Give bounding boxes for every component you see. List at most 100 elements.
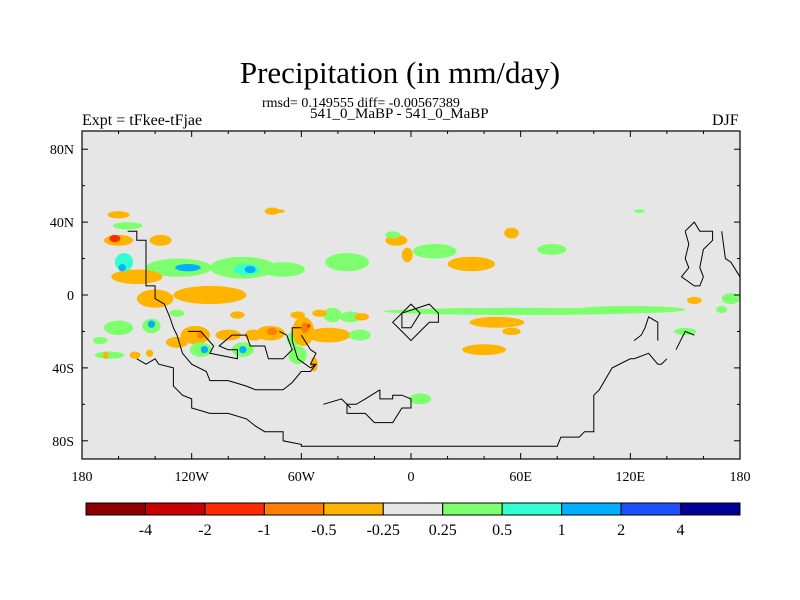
anomaly-region xyxy=(469,316,525,328)
anomaly-region xyxy=(325,253,369,272)
anomaly-region xyxy=(175,264,201,272)
continent-outline xyxy=(721,231,741,278)
anomaly-region xyxy=(401,247,413,263)
colorbar-label: 0.25 xyxy=(429,522,457,539)
anomaly-region xyxy=(244,329,263,341)
stats-label: rmsd= 0.149555 diff= -0.00567389 xyxy=(262,96,460,111)
anomaly-region xyxy=(230,311,245,319)
anomaly-regions xyxy=(92,207,740,405)
anomaly-region xyxy=(354,313,369,321)
colorbar-label: 0.5 xyxy=(492,522,512,539)
continent-outline xyxy=(188,330,293,360)
anomaly-region xyxy=(301,322,309,334)
anomaly-region xyxy=(118,264,126,272)
anomaly-region xyxy=(502,327,521,336)
anomaly-region xyxy=(180,325,210,345)
colorbar-swatch xyxy=(144,502,206,516)
anomaly-region xyxy=(145,349,154,357)
experiment-label: Expt = tFkee-tFjae xyxy=(82,112,203,129)
anomaly-region xyxy=(504,227,519,239)
anomaly-region xyxy=(290,311,305,319)
continent-outlines xyxy=(127,221,741,447)
anomaly-region xyxy=(107,211,130,219)
anomaly-region xyxy=(306,324,311,328)
colorbar-label: -2 xyxy=(198,522,211,539)
x-tick-label: 180 xyxy=(72,470,93,485)
anomaly-region xyxy=(113,222,143,230)
anomaly-region xyxy=(109,234,121,243)
anomaly-region xyxy=(244,265,256,274)
anomaly-region xyxy=(111,269,163,285)
continent-outline xyxy=(675,330,695,350)
colorbar-swatch xyxy=(323,502,384,516)
anomaly-region xyxy=(306,327,351,343)
y-tick-label: 40S xyxy=(52,362,74,377)
colorbar-label: 2 xyxy=(617,522,625,539)
continent-outline xyxy=(291,327,317,369)
colorbar-swatch xyxy=(204,502,265,516)
anomaly-region xyxy=(288,346,307,365)
continent-outline xyxy=(391,303,439,342)
colorbar-swatch xyxy=(382,502,444,516)
colorbar-swatch xyxy=(85,502,146,516)
anomaly-region xyxy=(264,207,280,215)
anomaly-region xyxy=(147,320,156,328)
y-tick-label: 80S xyxy=(52,435,74,450)
anomaly-region xyxy=(447,256,496,272)
anomaly-region xyxy=(409,393,432,405)
anomaly-region xyxy=(261,262,305,277)
continent-outline xyxy=(346,389,412,424)
continent-outline xyxy=(633,316,659,341)
colorbar-label: 1 xyxy=(558,522,566,539)
anomaly-region xyxy=(103,351,109,359)
anomaly-region xyxy=(633,209,645,213)
colorbar-swatch xyxy=(263,502,325,516)
anomaly-region xyxy=(339,311,362,323)
anomaly-region xyxy=(173,285,247,305)
colorbar-swatch xyxy=(501,502,563,516)
colorbar-swatch xyxy=(680,502,741,516)
continent-outline xyxy=(136,352,668,447)
anomaly-region xyxy=(169,309,185,317)
continent-outline xyxy=(323,398,352,409)
anomaly-region xyxy=(412,243,457,259)
anomaly-region xyxy=(348,329,371,341)
x-tick-label: 60W xyxy=(288,470,316,485)
y-tick-label: 0 xyxy=(67,289,74,304)
continent-outline xyxy=(680,221,714,287)
anomaly-region xyxy=(716,305,728,314)
anomaly-region xyxy=(197,331,205,339)
anomaly-region xyxy=(166,336,189,348)
colorbar-swatch xyxy=(561,502,622,516)
x-tick-label: 120W xyxy=(175,470,210,485)
season-label: DJF xyxy=(712,112,739,129)
y-axis: 80N 40N 0 40S 80S xyxy=(50,143,740,450)
anomaly-region xyxy=(323,307,342,323)
anomaly-region xyxy=(312,309,327,317)
anomaly-region xyxy=(385,231,401,239)
anomaly-region xyxy=(239,346,247,354)
anomaly-region xyxy=(575,305,686,314)
anomaly-region xyxy=(149,234,172,246)
colorbar-swatch xyxy=(442,502,503,516)
chart-title: Precipitation (in mm/day) xyxy=(239,55,561,90)
anomaly-region xyxy=(686,296,702,305)
anomaly-region xyxy=(537,243,567,255)
y-tick-label: 80N xyxy=(50,143,74,158)
colorbar-label: -0.5 xyxy=(311,522,336,539)
colorbar-label: 4 xyxy=(677,522,685,539)
anomaly-region xyxy=(721,293,740,305)
anomaly-region xyxy=(462,344,507,356)
continent-outline xyxy=(127,230,318,391)
x-tick-label: 180 xyxy=(730,470,751,485)
colorbar-swatch xyxy=(620,502,682,516)
colorbar-label: -0.25 xyxy=(367,522,400,539)
y-tick-label: 40N xyxy=(50,216,74,231)
colorbar: -4 -2 -1 -0.5 -0.25 0.25 0.5 1 2 4 xyxy=(85,502,741,539)
x-tick-label: 60E xyxy=(509,470,532,485)
anomaly-region xyxy=(215,329,242,341)
anomaly-region xyxy=(129,351,141,359)
anomaly-region xyxy=(266,327,278,336)
x-axis: 180 120W 60W 0 60E 120E 180 xyxy=(72,131,751,485)
